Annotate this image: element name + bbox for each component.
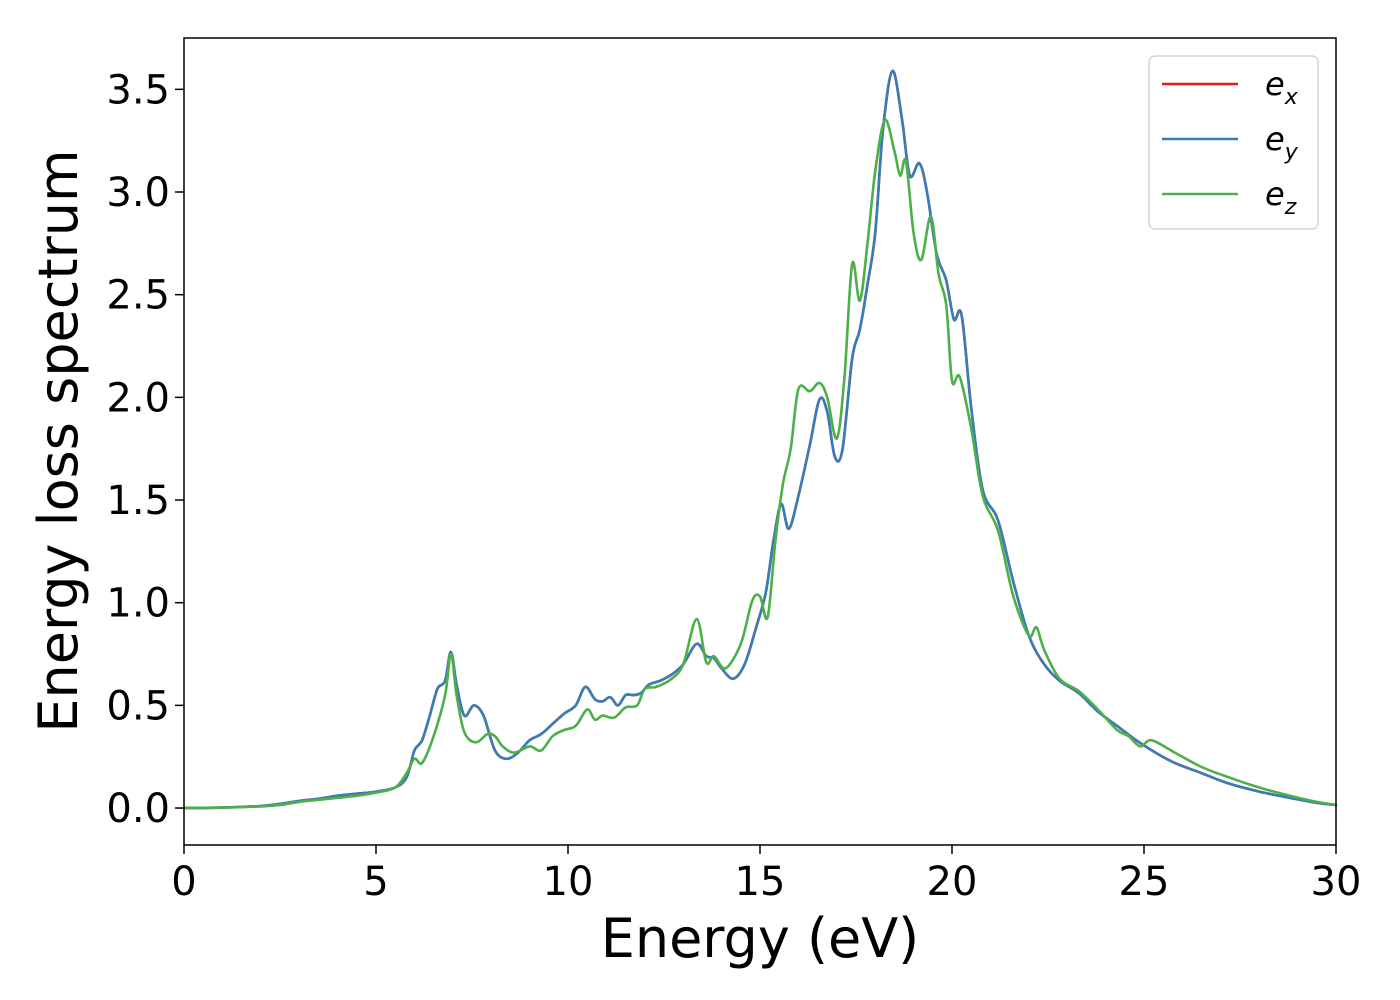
- y-tick-label: 0.5: [106, 683, 170, 729]
- legend-box: [1148, 55, 1319, 230]
- x-tick-label: 5: [363, 859, 388, 905]
- y-tick-label: 0.0: [106, 786, 170, 832]
- y-axis-label: Energy loss spectrum: [27, 149, 90, 732]
- y-tick-label: 1.5: [106, 478, 170, 524]
- x-tick-label: 15: [735, 859, 786, 905]
- y-tick-label: 3.0: [106, 170, 170, 216]
- legend-label-ez: ez: [1265, 175, 1297, 220]
- x-tick-label: 10: [543, 859, 594, 905]
- legend-label-ey: ey: [1265, 120, 1299, 165]
- legend: ex ey ez: [1148, 55, 1319, 230]
- series-line-ez: [182, 118, 1338, 810]
- y-tick-label: 2.0: [106, 375, 170, 421]
- x-tick-label: 30: [1311, 859, 1362, 905]
- series-line-ey: [182, 69, 1338, 810]
- y-tick-label: 3.5: [106, 67, 170, 113]
- series-layer: [182, 69, 1338, 810]
- x-axis: 0 5 10 15 20 25 30: [171, 845, 1361, 905]
- legend-label-ex: ex: [1265, 65, 1299, 110]
- x-axis-label: Energy (eV): [601, 907, 920, 970]
- x-tick-label: 20: [927, 859, 978, 905]
- y-tick-label: 1.0: [106, 581, 170, 627]
- x-tick-label: 25: [1119, 859, 1170, 905]
- y-axis: 0.0 0.5 1.0 1.5 2.0 2.5 3.0 3.5: [106, 67, 184, 832]
- y-tick-label: 2.5: [106, 273, 170, 319]
- x-tick-label: 0: [171, 859, 196, 905]
